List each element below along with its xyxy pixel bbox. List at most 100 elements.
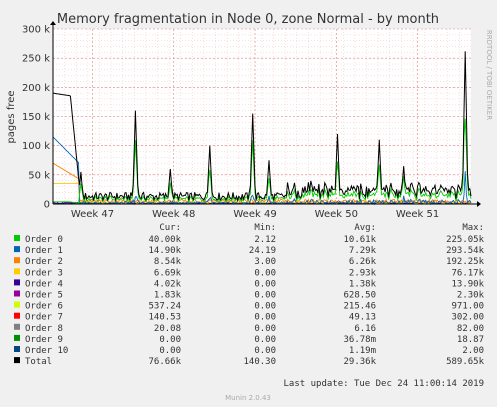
legend-header: Min: bbox=[254, 223, 276, 233]
series-line-order-1 bbox=[52, 136, 472, 206]
legend-value-avg: 6.16 bbox=[354, 324, 376, 334]
legend-value-avg: 36.78m bbox=[343, 335, 376, 345]
axes: 0 50 k 100 k 150 k 200 k 250 k 300 k Week 47 Wee… bbox=[22, 21, 481, 220]
legend-value-cur: 537.24 bbox=[148, 302, 181, 312]
legend-series-name: Order 3 bbox=[25, 268, 63, 278]
y-tick-label: 0 bbox=[44, 200, 50, 211]
legend-header: Avg: bbox=[354, 223, 376, 233]
legend-header: Max: bbox=[462, 223, 484, 233]
x-tick-label: Week 51 bbox=[396, 209, 439, 220]
legend-series-name: Order 2 bbox=[25, 257, 63, 267]
legend-value-max: 192.25k bbox=[446, 257, 485, 267]
legend-value-min: 0.00 bbox=[254, 302, 276, 312]
legend-value-avg: 7.29k bbox=[349, 246, 377, 256]
legend-series-name: Order 9 bbox=[25, 335, 63, 345]
x-tick-label: Week 50 bbox=[315, 209, 358, 220]
legend-value-cur: 40.00k bbox=[148, 235, 181, 245]
last-update: Last update: Tue Dec 24 11:00:14 2019 bbox=[284, 379, 484, 389]
legend-value-avg: 29.36k bbox=[343, 357, 376, 367]
legend-swatch bbox=[14, 334, 20, 341]
legend-value-max: 589.65k bbox=[446, 357, 485, 367]
legend-value-avg: 2.93k bbox=[349, 268, 377, 278]
y-tick-label: 150 k bbox=[22, 112, 50, 123]
legend-value-min: 0.00 bbox=[254, 279, 276, 289]
legend-swatch bbox=[14, 257, 20, 264]
legend-value-cur: 6.69k bbox=[154, 268, 182, 278]
legend-value-max: 293.54k bbox=[446, 246, 485, 256]
legend-value-cur: 20.08 bbox=[154, 324, 181, 334]
legend-value-max: 13.90k bbox=[451, 279, 484, 289]
legend-value-min: 0.00 bbox=[254, 268, 276, 278]
legend-value-max: 82.00 bbox=[457, 324, 484, 334]
legend-swatch bbox=[14, 290, 20, 297]
x-tick-label: Week 49 bbox=[233, 209, 276, 220]
footer-version: Munin 2.0.43 bbox=[225, 394, 271, 402]
y-tick-label: 50 k bbox=[28, 170, 50, 181]
legend-swatch bbox=[14, 235, 20, 241]
legend-series-name: Total bbox=[25, 357, 52, 367]
legend-value-cur: 76.66k bbox=[148, 357, 181, 367]
legend-value-max: 971.00 bbox=[451, 302, 484, 312]
legend-series-name: Order 4 bbox=[25, 279, 63, 289]
legend-value-min: 3.00 bbox=[254, 257, 276, 267]
legend-value-max: 225.05k bbox=[446, 235, 485, 245]
legend-swatch bbox=[14, 279, 20, 286]
legend-swatch bbox=[14, 301, 20, 308]
y-tick-label: 200 k bbox=[22, 83, 50, 94]
legend-value-cur: 1.83k bbox=[154, 291, 182, 301]
legend-series-name: Order 1 bbox=[25, 246, 63, 256]
legend-value-min: 2.12 bbox=[254, 235, 276, 245]
legend-value-cur: 0.00 bbox=[159, 335, 181, 345]
y-axis-arrow bbox=[50, 21, 56, 25]
legend-value-avg: 1.38k bbox=[349, 279, 377, 289]
y-axis-label: pages free bbox=[6, 90, 17, 143]
legend-value-max: 76.17k bbox=[451, 268, 484, 278]
legend-header: Cur: bbox=[159, 223, 181, 233]
legend-value-max: 2.00 bbox=[462, 346, 484, 356]
legend-value-cur: 140.53 bbox=[148, 313, 181, 323]
series-line-order-0 bbox=[53, 118, 472, 205]
legend-value-avg: 49.13 bbox=[349, 313, 376, 323]
legend-value-cur: 0.00 bbox=[159, 346, 181, 356]
legend-swatch bbox=[14, 312, 20, 319]
x-axis-arrow bbox=[477, 201, 481, 207]
grid-lines bbox=[53, 28, 471, 204]
legend-value-avg: 628.50 bbox=[343, 291, 376, 301]
chart-title: Memory fragmentation in Node 0, zone Nor… bbox=[57, 12, 439, 27]
legend-series-name: Order 0 bbox=[25, 235, 63, 245]
legend-series-name: Order 5 bbox=[25, 291, 63, 301]
legend-value-cur: 4.02k bbox=[154, 279, 182, 289]
legend-swatch bbox=[14, 357, 20, 364]
legend-value-min: 0.00 bbox=[254, 335, 276, 345]
x-tick-label: Week 48 bbox=[152, 209, 195, 220]
series-line-total bbox=[52, 51, 472, 202]
y-tick-label: 300 k bbox=[22, 25, 50, 36]
legend-swatch bbox=[14, 268, 20, 275]
legend-swatch bbox=[14, 323, 20, 330]
legend-value-min: 0.00 bbox=[254, 313, 276, 323]
legend-value-max: 302.00 bbox=[451, 313, 484, 323]
x-tick-label: Week 47 bbox=[71, 209, 114, 220]
legend-value-avg: 10.61k bbox=[343, 235, 376, 245]
legend-value-min: 140.30 bbox=[243, 357, 276, 367]
legend-series-name: Order 6 bbox=[25, 302, 63, 312]
legend-swatch bbox=[14, 346, 20, 352]
side-watermark: RRDTOOL / TOBI OETIKER bbox=[485, 30, 493, 120]
legend-value-min: 0.00 bbox=[254, 324, 276, 334]
legend-value-min: 0.00 bbox=[254, 346, 276, 356]
legend-value-avg: 1.19m bbox=[349, 346, 376, 356]
legend-series-name: Order 10 bbox=[25, 346, 68, 356]
legend-swatch bbox=[14, 246, 20, 253]
legend-series-name: Order 8 bbox=[25, 324, 63, 334]
legend-value-avg: 215.46 bbox=[343, 302, 376, 312]
legend-series-name: Order 7 bbox=[25, 313, 63, 323]
legend-table: Cur: Min: Avg: Max: Order 0 40.00k 2.12 10.61k 2… bbox=[14, 223, 485, 367]
legend-value-cur: 8.54k bbox=[154, 257, 182, 267]
y-tick-label: 250 k bbox=[22, 54, 50, 65]
legend-value-avg: 6.26k bbox=[349, 257, 377, 267]
legend-value-min: 0.00 bbox=[254, 291, 276, 301]
y-tick-label: 100 k bbox=[22, 141, 50, 152]
legend-value-cur: 14.90k bbox=[148, 246, 181, 256]
